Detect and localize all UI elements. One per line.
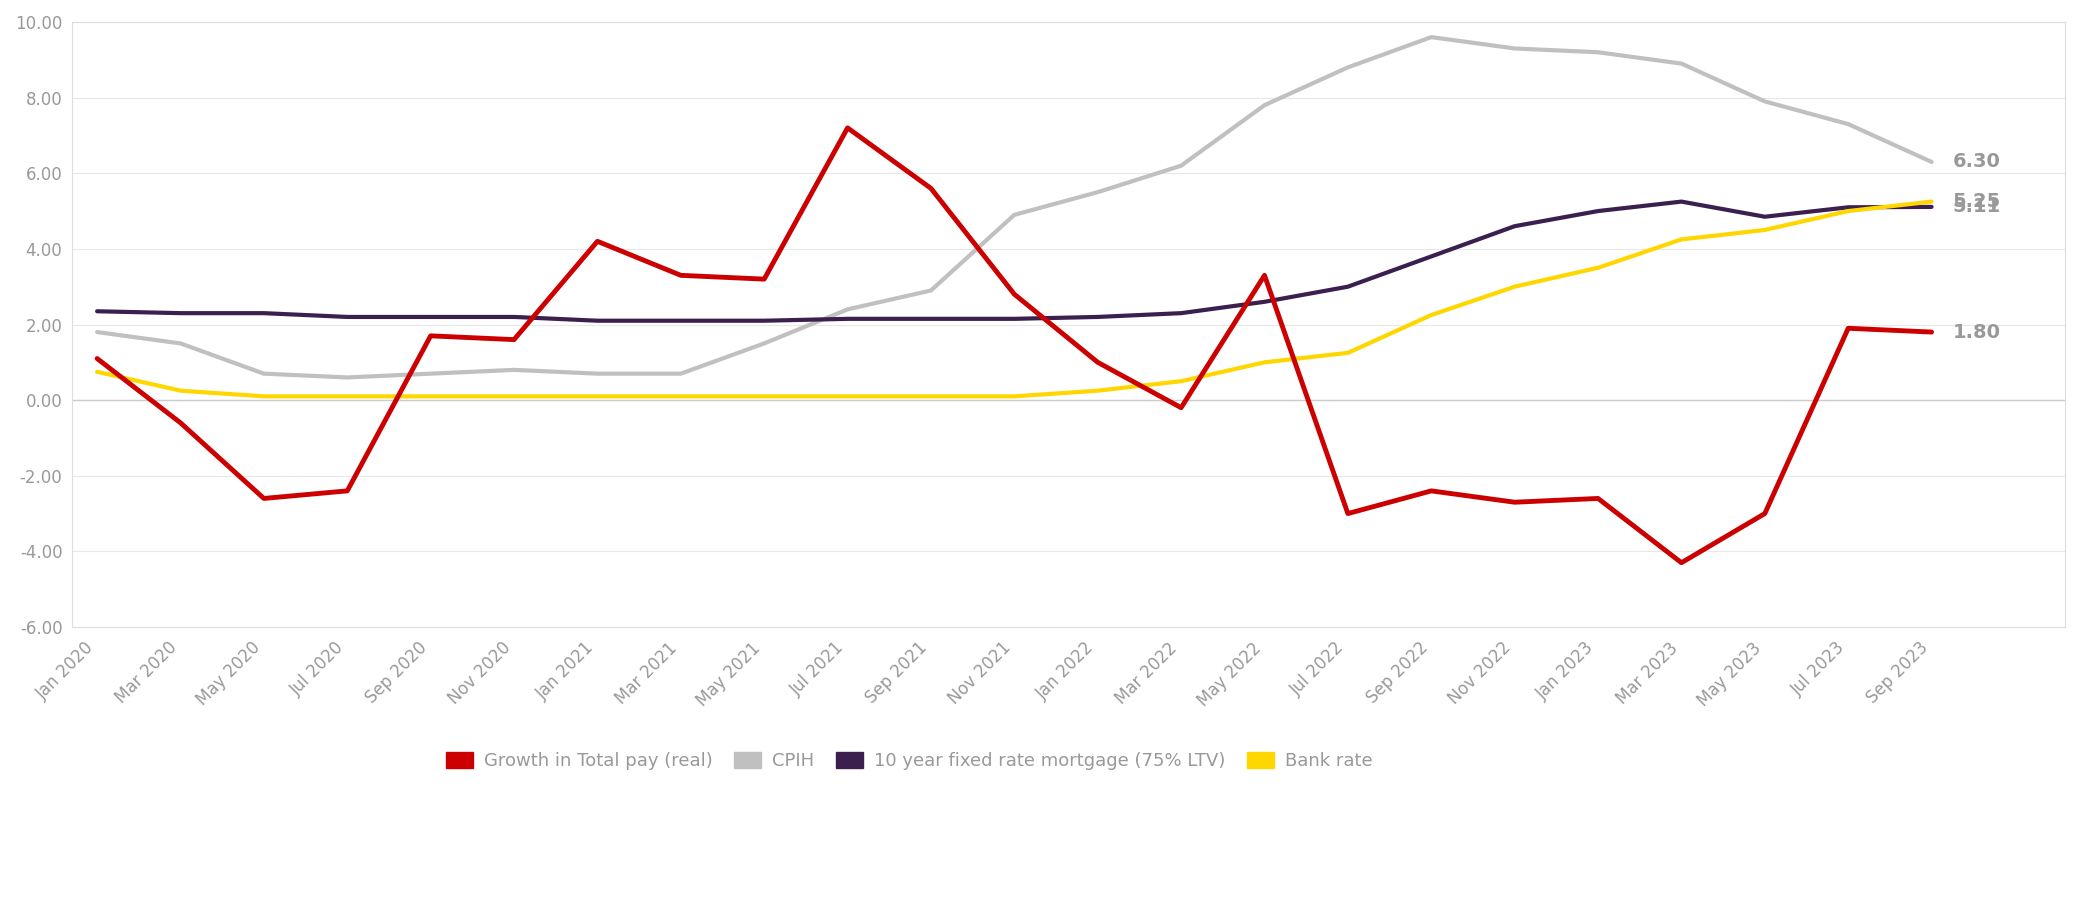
Text: 6.30: 6.30 bbox=[1953, 153, 2001, 172]
Legend: Growth in Total pay (real), CPIH, 10 year fixed rate mortgage (75% LTV), Bank ra: Growth in Total pay (real), CPIH, 10 yea… bbox=[439, 745, 1379, 778]
Text: 5.25: 5.25 bbox=[1953, 192, 2001, 211]
Text: 1.80: 1.80 bbox=[1953, 322, 2001, 341]
Text: 5.11: 5.11 bbox=[1953, 198, 2001, 216]
